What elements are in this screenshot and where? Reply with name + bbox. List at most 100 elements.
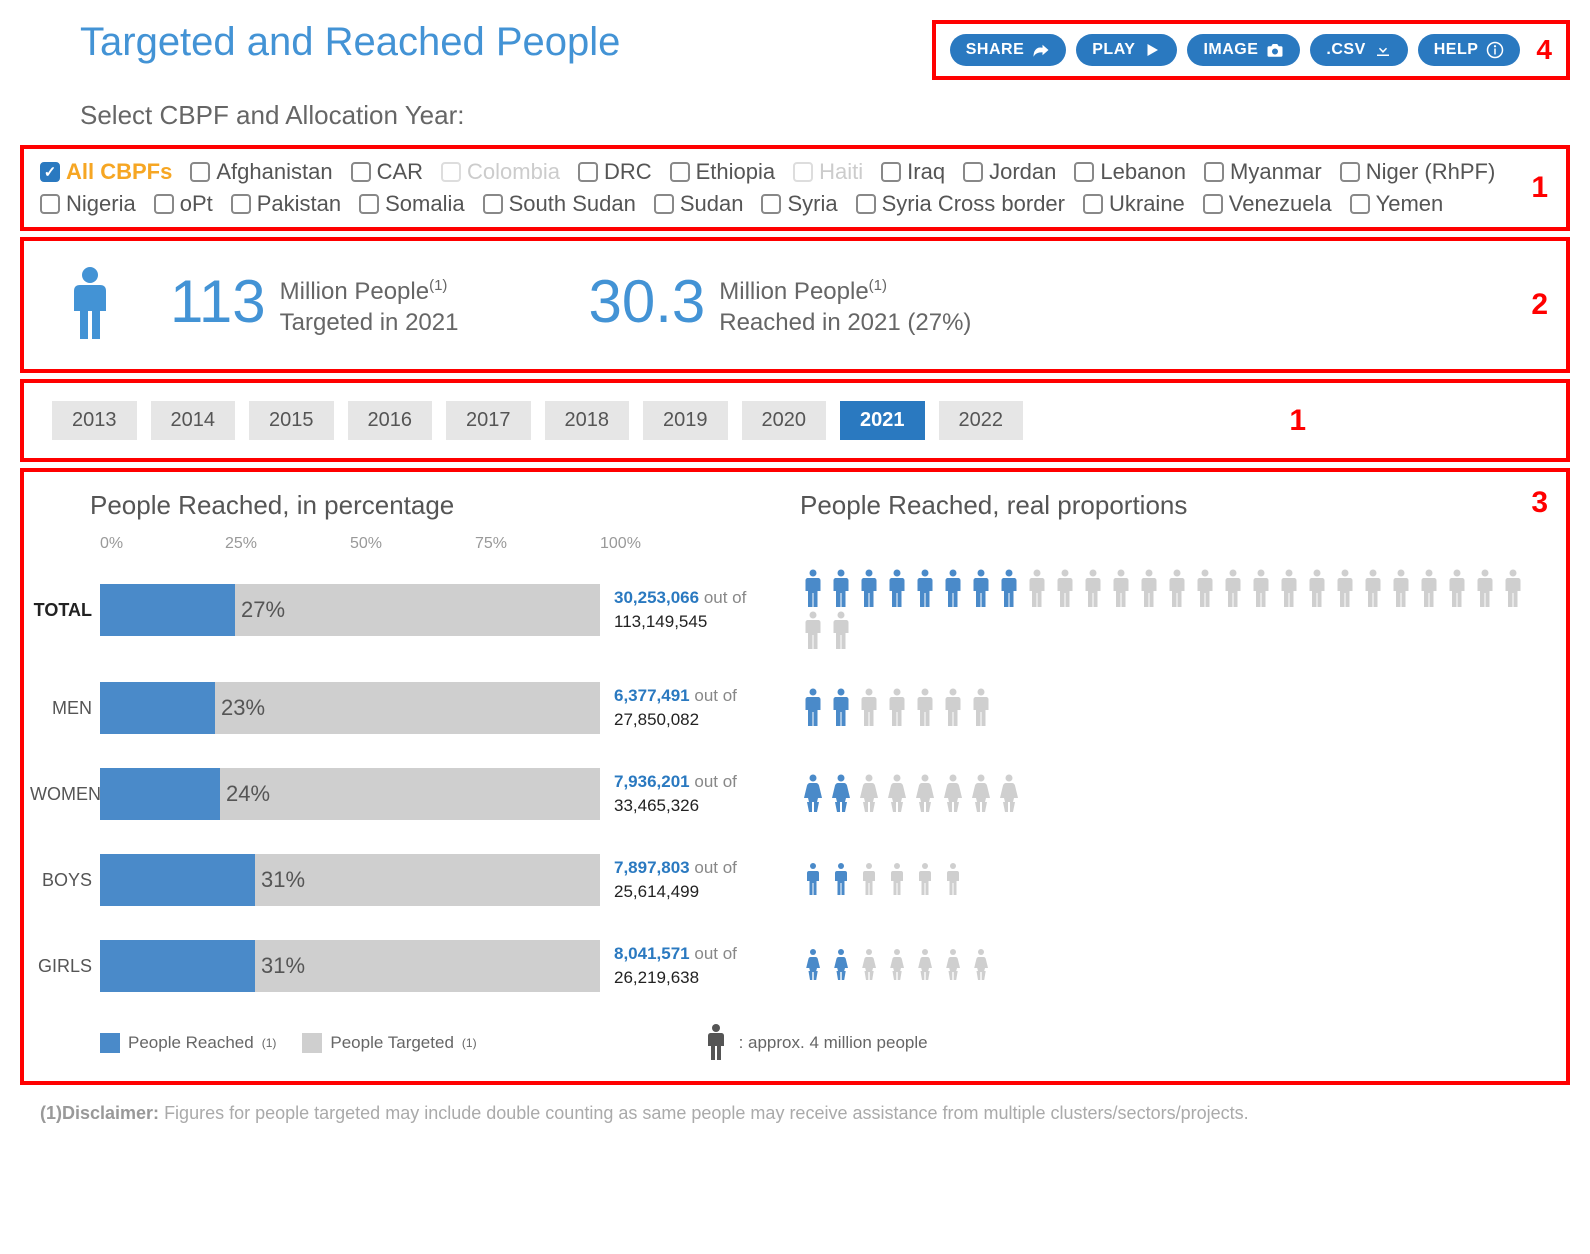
person-icon	[856, 860, 882, 900]
bar-wrap: 23%	[100, 682, 600, 734]
checkbox	[483, 194, 503, 214]
person-icon	[60, 265, 120, 345]
targeted-value: 25,614,499	[614, 882, 699, 901]
checkbox	[793, 162, 813, 182]
year-button[interactable]: 2014	[151, 401, 236, 440]
year-button[interactable]: 2018	[545, 401, 630, 440]
person-icon	[828, 946, 854, 986]
person-icon	[940, 569, 966, 609]
checkbox	[40, 162, 60, 182]
play-button[interactable]: PLAY	[1076, 34, 1177, 66]
year-button[interactable]: 2021	[840, 401, 925, 440]
cbpf-label: Lebanon	[1100, 159, 1186, 185]
cbpf-item: Haiti	[793, 159, 863, 185]
cbpf-item[interactable]: Myanmar	[1204, 159, 1322, 185]
person-icon	[1500, 569, 1526, 609]
marker-4: 4	[1536, 34, 1552, 66]
person-icon	[968, 569, 994, 609]
row-values: 30,253,066 out of113,149,545	[600, 586, 800, 634]
share-icon	[1032, 41, 1050, 59]
checkbox	[761, 194, 781, 214]
targeted-number: 113	[170, 272, 266, 332]
person-icon	[912, 774, 938, 814]
reached-number: 30.3	[588, 272, 705, 332]
cbpf-label: Yemen	[1376, 191, 1444, 217]
toolbar: SHARE PLAY IMAGE .CSV HELP 4	[932, 20, 1570, 80]
cbpf-item[interactable]: Ethiopia	[670, 159, 776, 185]
cbpf-label: Haiti	[819, 159, 863, 185]
bar-fill	[100, 584, 235, 636]
cbpf-item[interactable]: DRC	[578, 159, 652, 185]
cbpf-item[interactable]: Afghanistan	[190, 159, 332, 185]
year-button[interactable]: 2019	[643, 401, 728, 440]
cbpf-item[interactable]: CAR	[351, 159, 423, 185]
year-button[interactable]: 2015	[249, 401, 334, 440]
cbpf-item[interactable]: Somalia	[359, 191, 464, 217]
checkbox	[231, 194, 251, 214]
share-label: SHARE	[966, 41, 1025, 59]
checkbox	[190, 162, 210, 182]
person-icon	[884, 688, 910, 728]
cbpf-item[interactable]: Syria Cross border	[856, 191, 1065, 217]
select-label: Select CBPF and Allocation Year:	[80, 100, 1570, 131]
cbpf-item[interactable]: All CBPFs	[40, 159, 172, 185]
pictograms	[800, 860, 1542, 900]
cbpf-item[interactable]: Iraq	[881, 159, 945, 185]
row-label: GIRLS	[30, 956, 100, 977]
year-button[interactable]: 2020	[742, 401, 827, 440]
chart-title-left: People Reached, in percentage	[90, 490, 800, 521]
reached-value: 8,041,571	[614, 944, 690, 963]
cbpf-item[interactable]: Ukraine	[1083, 191, 1185, 217]
cbpf-label: Somalia	[385, 191, 464, 217]
csv-button[interactable]: .CSV	[1310, 34, 1407, 66]
person-icon	[968, 774, 994, 814]
cbpf-label: Colombia	[467, 159, 560, 185]
disclaimer-bold: (1)Disclaimer:	[40, 1103, 159, 1123]
cbpf-item[interactable]: Yemen	[1350, 191, 1444, 217]
person-icon	[800, 946, 826, 986]
axis-tick: 75%	[475, 535, 600, 553]
person-icon	[912, 688, 938, 728]
legend-reached-label: People Reached	[128, 1033, 254, 1053]
reached-value: 7,897,803	[614, 858, 690, 877]
cbpf-item[interactable]: Nigeria	[40, 191, 136, 217]
disclaimer-text: Figures for people targeted may include …	[159, 1103, 1249, 1123]
help-button[interactable]: HELP	[1418, 34, 1521, 66]
person-icon	[828, 688, 854, 728]
year-button[interactable]: 2017	[446, 401, 531, 440]
person-icon	[940, 774, 966, 814]
cbpf-label: Niger (RhPF)	[1366, 159, 1496, 185]
legend: People Reached (1) People Targeted (1) :…	[30, 1023, 1542, 1063]
bar-wrap: 31%	[100, 854, 600, 906]
outof-label: out of	[690, 772, 737, 791]
checkbox	[1204, 162, 1224, 182]
cbpf-label: Sudan	[680, 191, 744, 217]
cbpf-item[interactable]: Sudan	[654, 191, 744, 217]
axis-tick: 25%	[225, 535, 350, 553]
checkbox	[1083, 194, 1103, 214]
cbpf-item[interactable]: Niger (RhPF)	[1340, 159, 1496, 185]
bar-fill	[100, 768, 220, 820]
year-button[interactable]: 2016	[348, 401, 433, 440]
targeted-value: 113,149,545	[614, 612, 707, 631]
play-icon	[1143, 41, 1161, 59]
row-label: BOYS	[30, 870, 100, 891]
row-label: TOTAL	[30, 600, 100, 621]
checkbox	[578, 162, 598, 182]
cbpf-item[interactable]: Lebanon	[1074, 159, 1186, 185]
cbpf-item[interactable]: Syria	[761, 191, 837, 217]
year-button[interactable]: 2022	[939, 401, 1024, 440]
cbpf-item[interactable]: Venezuela	[1203, 191, 1332, 217]
data-row: TOTAL27%30,253,066 out of113,149,545	[30, 569, 1542, 651]
share-button[interactable]: SHARE	[950, 34, 1067, 66]
cbpf-item[interactable]: Pakistan	[231, 191, 341, 217]
image-button[interactable]: IMAGE	[1187, 34, 1300, 66]
cbpf-item[interactable]: Jordan	[963, 159, 1056, 185]
cbpf-item[interactable]: South Sudan	[483, 191, 636, 217]
person-icon	[1388, 569, 1414, 609]
stat-reached: 30.3 Million People(1) Reached in 2021 (…	[588, 272, 971, 338]
cbpf-item[interactable]: oPt	[154, 191, 213, 217]
person-icon	[828, 860, 854, 900]
year-button[interactable]: 2013	[52, 401, 137, 440]
reached-text: Million People(1) Reached in 2021 (27%)	[719, 272, 971, 338]
